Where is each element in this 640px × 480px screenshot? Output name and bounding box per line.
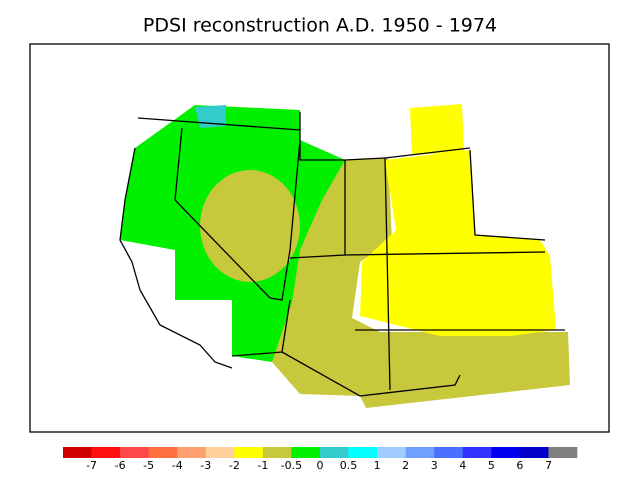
region (410, 104, 464, 155)
colorbar-box (205, 447, 235, 458)
coastline (119, 147, 233, 369)
colorbar-label: -4 (172, 459, 183, 472)
colorbar-box (291, 447, 321, 458)
colorbar-label: -0.5 (281, 459, 302, 472)
colorbar-box (320, 447, 349, 458)
colorbar-label: -7 (86, 459, 97, 472)
colorbar-box (177, 447, 207, 458)
colorbar-box (462, 447, 492, 458)
colorbar-label: -2 (229, 459, 240, 472)
colorbar-box (234, 447, 264, 458)
colorbar-box (491, 447, 521, 458)
colorbar-label: 7 (545, 459, 552, 472)
region (200, 170, 300, 282)
colorbar-label: 1 (374, 459, 381, 472)
colorbar-label: 0.5 (340, 459, 358, 472)
colorbar-box (405, 447, 435, 458)
colorbar: -7 -6 -5 -4 -3 -2 -1 -0.5 0 0.5 1 2 3 4 5 6 7 (63, 447, 578, 472)
colorbar-label: 4 (459, 459, 466, 472)
colorbar-box (377, 447, 406, 458)
colorbar-box (148, 447, 178, 458)
colorbar-box (120, 447, 149, 458)
colorbar-box (91, 447, 121, 458)
colorbar-box (262, 447, 292, 458)
colorbar-label: 6 (516, 459, 523, 472)
colorbar-label: -1 (257, 459, 268, 472)
region (272, 158, 570, 408)
colorbar-label: 5 (488, 459, 495, 472)
state-boundary (137, 112, 565, 397)
colorbar-box (548, 447, 578, 458)
colorbar-label: -5 (143, 459, 154, 472)
colorbar-label: 2 (402, 459, 409, 472)
colorbar-box (348, 447, 378, 458)
colorbar-label: -6 (115, 459, 126, 472)
colorbar-box (519, 447, 549, 458)
map-title: PDSI reconstruction A.D. 1950 - 1974 (143, 15, 497, 37)
colorbar-box (434, 447, 464, 458)
colorbar-label: 0 (317, 459, 324, 472)
map (119, 104, 570, 408)
region (360, 150, 556, 336)
colorbar-label: -3 (200, 459, 211, 472)
colorbar-box (63, 447, 92, 458)
colorbar-label: 3 (431, 459, 438, 472)
